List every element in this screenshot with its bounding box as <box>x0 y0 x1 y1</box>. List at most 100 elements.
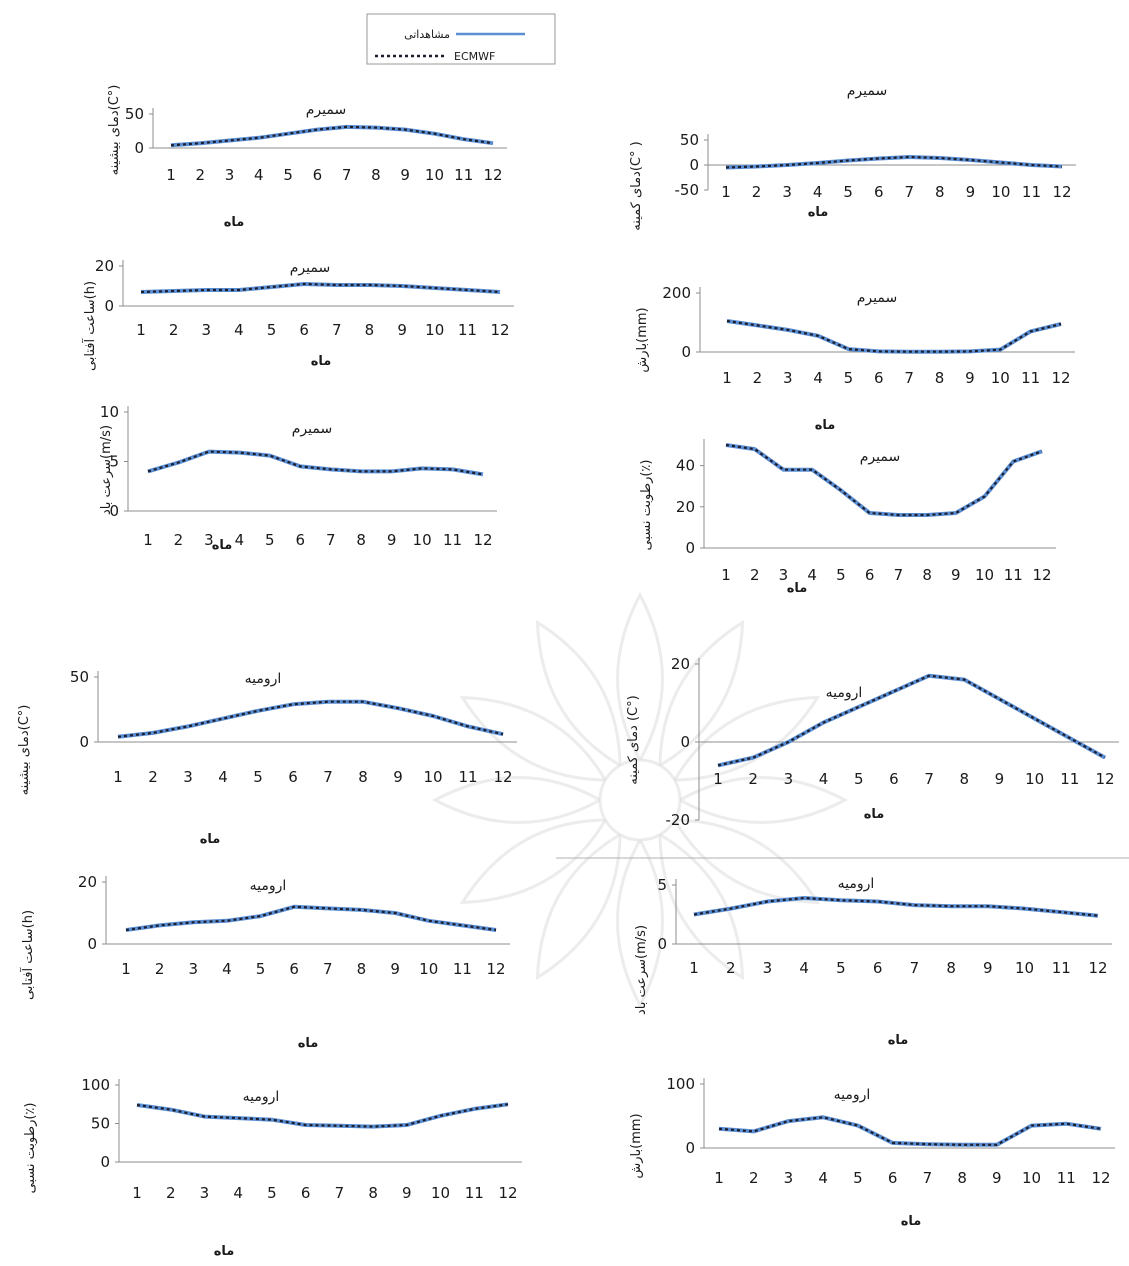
x-axis-label: ماه <box>200 832 221 847</box>
watermark-petal-outline <box>459 818 607 905</box>
legend-box <box>366 13 556 65</box>
watermark-petal <box>679 776 849 824</box>
x-tick-label: 9 <box>995 770 1005 788</box>
x-tick-label: 5 <box>836 566 846 584</box>
x-tick-label: 3 <box>201 321 211 339</box>
x-tick-label: 6 <box>888 1169 898 1187</box>
x-tick-label: 2 <box>748 770 758 788</box>
x-tick-label: 1 <box>713 770 723 788</box>
x-tick-label: 11 <box>443 531 462 549</box>
x-tick-label: 11 <box>465 1184 484 1202</box>
watermark-petal <box>535 833 622 981</box>
x-tick-label: 9 <box>983 959 993 977</box>
series-line-observed <box>136 1102 509 1129</box>
watermark-petal <box>658 619 745 767</box>
x-axis-label: ماه <box>311 354 332 369</box>
y-tick-label: 0 <box>79 733 89 751</box>
watermark-petal <box>673 695 821 782</box>
watermark-petal-outline <box>535 833 622 981</box>
series-line-observed <box>717 673 1106 768</box>
x-tick-label: 8 <box>365 321 375 339</box>
x-tick-label: 11 <box>458 321 477 339</box>
x-tick-label: 8 <box>935 183 945 201</box>
chart-title: ارومیه <box>826 685 863 701</box>
x-tick-label: 10 <box>425 321 444 339</box>
x-tick-label: 12 <box>1091 1169 1110 1187</box>
x-axis-label: ماه <box>787 581 808 596</box>
x-tick-label: 2 <box>726 959 736 977</box>
y-axis-label: ساعت آفتابی(h) <box>19 910 36 1000</box>
watermark-petal-outline <box>658 833 745 981</box>
x-tick-label: 8 <box>959 770 969 788</box>
x-tick-label: 5 <box>843 183 853 201</box>
x-tick-label: 3 <box>784 770 794 788</box>
x-tick-label: 4 <box>813 369 823 387</box>
x-axis-label: ماه <box>864 807 885 822</box>
legend: مشاهداتی ECMWF <box>366 13 556 65</box>
y-axis-label: بارش(mm) <box>629 1113 644 1178</box>
x-tick-label: 12 <box>473 531 492 549</box>
watermark-petal-outline <box>616 839 664 1009</box>
y-axis-label: رطوبت نسبی(٪) <box>639 460 654 551</box>
series-line-ecmwf <box>136 1103 509 1128</box>
x-tick-label: 6 <box>289 960 299 978</box>
series-line-ecmwf <box>718 1116 1102 1146</box>
x-tick-label: 6 <box>295 531 305 549</box>
x-axis-label: ماه <box>815 418 836 433</box>
series-line-observed <box>725 443 1043 517</box>
series-line-ecmwf <box>693 896 1099 917</box>
x-tick-label: 5 <box>265 531 275 549</box>
x-tick-label: 4 <box>819 770 829 788</box>
x-tick-label: 5 <box>267 1184 277 1202</box>
x-tick-label: 2 <box>166 1184 176 1202</box>
x-tick-label: 4 <box>218 768 228 786</box>
x-tick-label: 12 <box>498 1184 517 1202</box>
x-tick-label: 9 <box>397 321 407 339</box>
x-tick-label: 3 <box>188 960 198 978</box>
x-tick-label: 7 <box>894 566 904 584</box>
x-tick-label: 10 <box>1025 770 1044 788</box>
x-tick-label: 1 <box>132 1184 142 1202</box>
x-tick-label: 6 <box>873 959 883 977</box>
x-tick-label: 5 <box>844 369 854 387</box>
y-tick-label: 0 <box>100 1153 110 1171</box>
y-tick-label: 10 <box>100 403 119 421</box>
x-tick-label: 10 <box>419 960 438 978</box>
x-tick-label: 12 <box>1088 959 1107 977</box>
y-tick-label: 50 <box>125 105 144 123</box>
y-axis-label: دمای کمینه (C°) <box>626 695 641 784</box>
watermark-petal-outline <box>535 619 622 767</box>
y-tick-label: 0 <box>104 297 114 315</box>
x-tick-label: 12 <box>483 166 502 184</box>
y-tick-label: 0 <box>87 935 97 953</box>
x-tick-label: 7 <box>910 959 920 977</box>
x-tick-label: 7 <box>335 1184 345 1202</box>
x-tick-label: 11 <box>453 960 472 978</box>
x-tick-label: 4 <box>813 183 823 201</box>
y-tick-label: -50 <box>675 181 700 199</box>
x-tick-label: 9 <box>390 960 400 978</box>
x-tick-label: 11 <box>1004 566 1023 584</box>
x-tick-label: 11 <box>1021 369 1040 387</box>
x-tick-label: 11 <box>1052 959 1071 977</box>
x-tick-label: 12 <box>1032 566 1051 584</box>
x-tick-label: 4 <box>799 959 809 977</box>
x-axis-label: ماه <box>212 538 233 553</box>
x-tick-label: 11 <box>1057 1169 1076 1187</box>
x-tick-label: 2 <box>749 1169 759 1187</box>
x-tick-label: 7 <box>924 770 934 788</box>
x-tick-label: 8 <box>357 960 367 978</box>
series-line-ecmwf <box>726 319 1062 353</box>
x-tick-label: 10 <box>991 369 1010 387</box>
x-tick-label: 11 <box>458 768 477 786</box>
x-tick-label: 9 <box>387 531 397 549</box>
